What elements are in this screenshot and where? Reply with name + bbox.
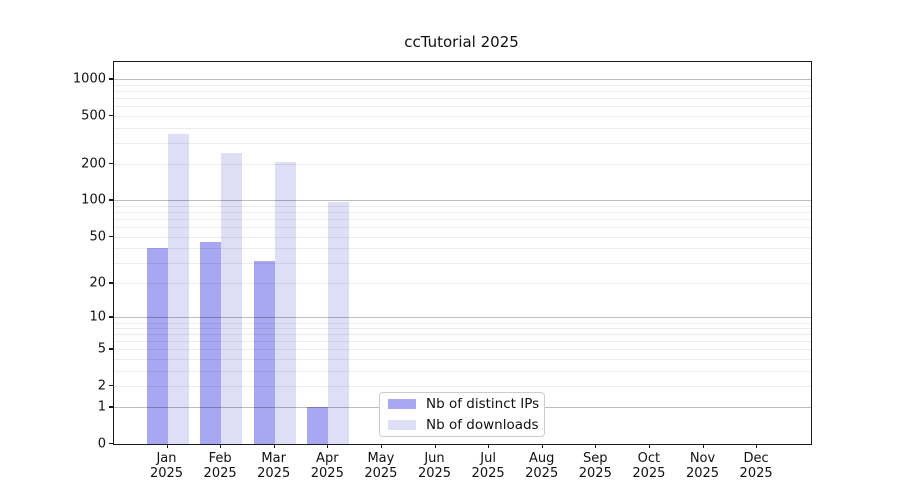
y-tick-label: 5 xyxy=(97,341,106,357)
y-tick-mark xyxy=(109,406,113,408)
x-tick-label: Jun 2025 xyxy=(417,451,452,481)
minor-gridline xyxy=(114,322,811,324)
bar-downloads-jan xyxy=(167,133,189,444)
minor-gridline xyxy=(114,328,811,330)
distinct-ips-swatch-icon xyxy=(388,399,416,409)
major-gridline xyxy=(114,317,811,319)
bar-downloads-mar xyxy=(274,161,296,444)
bar-distinct-ips-jan xyxy=(146,248,168,444)
minor-gridline xyxy=(114,219,811,221)
plot-area xyxy=(113,61,812,445)
y-tick-mark xyxy=(109,235,113,237)
minor-gridline xyxy=(114,164,811,166)
x-tick-mark xyxy=(702,444,704,448)
x-tick-mark xyxy=(595,444,597,448)
bar-downloads-apr xyxy=(328,202,350,444)
y-tick-label: 10 xyxy=(89,309,106,325)
y-tick-mark xyxy=(109,78,113,80)
minor-gridline xyxy=(114,334,811,336)
chart-title: ccTutorial 2025 xyxy=(404,33,519,51)
y-tick-label: 500 xyxy=(81,108,106,124)
major-gridline xyxy=(114,79,811,81)
minor-gridline xyxy=(114,91,811,93)
minor-gridline xyxy=(114,212,811,214)
minor-gridline xyxy=(114,359,811,361)
x-tick-mark xyxy=(648,444,651,448)
y-tick-label: 1 xyxy=(97,399,106,415)
y-tick-label: 100 xyxy=(81,192,106,208)
minor-gridline xyxy=(114,205,811,207)
x-tick-label: Mar 2025 xyxy=(257,451,291,481)
x-tick-label: May 2025 xyxy=(364,451,398,481)
y-tick-label: 0 xyxy=(97,436,106,452)
y-tick-mark xyxy=(109,348,113,350)
major-gridline xyxy=(114,200,811,202)
minor-gridline xyxy=(114,248,811,250)
x-tick-label: Oct 2025 xyxy=(632,451,666,481)
x-tick-mark xyxy=(756,444,758,448)
minor-gridline xyxy=(114,236,811,238)
x-tick-mark xyxy=(434,444,436,448)
bar-distinct-ips-feb xyxy=(200,241,222,444)
x-tick-mark xyxy=(220,444,222,448)
y-tick-mark xyxy=(109,163,113,165)
minor-gridline xyxy=(114,115,811,117)
x-tick-label: Jul 2025 xyxy=(471,451,505,481)
bar-distinct-ips-apr xyxy=(307,407,329,444)
minor-gridline xyxy=(114,106,811,108)
y-tick-mark xyxy=(109,316,113,318)
x-tick-label: Nov 2025 xyxy=(685,451,720,481)
minor-gridline xyxy=(114,262,811,264)
minor-gridline xyxy=(114,98,811,100)
y-tick-mark xyxy=(109,282,113,284)
legend-label: Nb of downloads xyxy=(426,417,539,433)
minor-gridline xyxy=(114,127,811,129)
bar-distinct-ips-mar xyxy=(253,261,275,444)
y-tick-label: 200 xyxy=(81,156,106,172)
minor-gridline xyxy=(114,227,811,229)
minor-gridline xyxy=(114,386,811,388)
legend-entry-downloads: Nb of downloads xyxy=(380,416,544,434)
minor-gridline xyxy=(114,142,811,144)
y-tick-mark xyxy=(109,385,113,387)
y-tick-mark xyxy=(109,114,113,117)
minor-gridline xyxy=(114,283,811,285)
y-tick-label: 20 xyxy=(89,275,106,291)
downloads-swatch-icon xyxy=(388,420,416,430)
x-tick-label: Sep 2025 xyxy=(578,451,612,481)
x-tick-label: Feb 2025 xyxy=(203,451,237,481)
x-tick-label: Aug 2025 xyxy=(525,451,559,481)
y-tick-mark xyxy=(109,443,113,445)
x-tick-mark xyxy=(327,444,329,448)
x-tick-mark xyxy=(380,444,383,448)
minor-gridline xyxy=(114,341,811,343)
x-tick-mark xyxy=(166,444,168,448)
x-tick-label: Apr 2025 xyxy=(310,451,344,481)
minor-gridline xyxy=(114,85,811,86)
legend-label: Nb of distinct IPs xyxy=(426,396,540,412)
legend-entry-distinct-ips: Nb of distinct IPs xyxy=(380,395,544,413)
x-tick-mark xyxy=(488,444,490,448)
bar-downloads-feb xyxy=(221,152,243,444)
y-tick-label: 2 xyxy=(97,378,106,394)
x-tick-label: Jan 2025 xyxy=(149,451,184,481)
x-tick-mark xyxy=(273,444,275,448)
legend: Nb of distinct IPs Nb of downloads xyxy=(379,392,545,437)
x-tick-label: Dec 2025 xyxy=(739,451,773,481)
y-tick-label: 1000 xyxy=(72,71,106,87)
x-tick-mark xyxy=(541,444,543,448)
minor-gridline xyxy=(114,349,811,351)
minor-gridline xyxy=(114,370,811,372)
y-tick-mark xyxy=(109,199,113,201)
y-tick-label: 50 xyxy=(89,229,106,245)
